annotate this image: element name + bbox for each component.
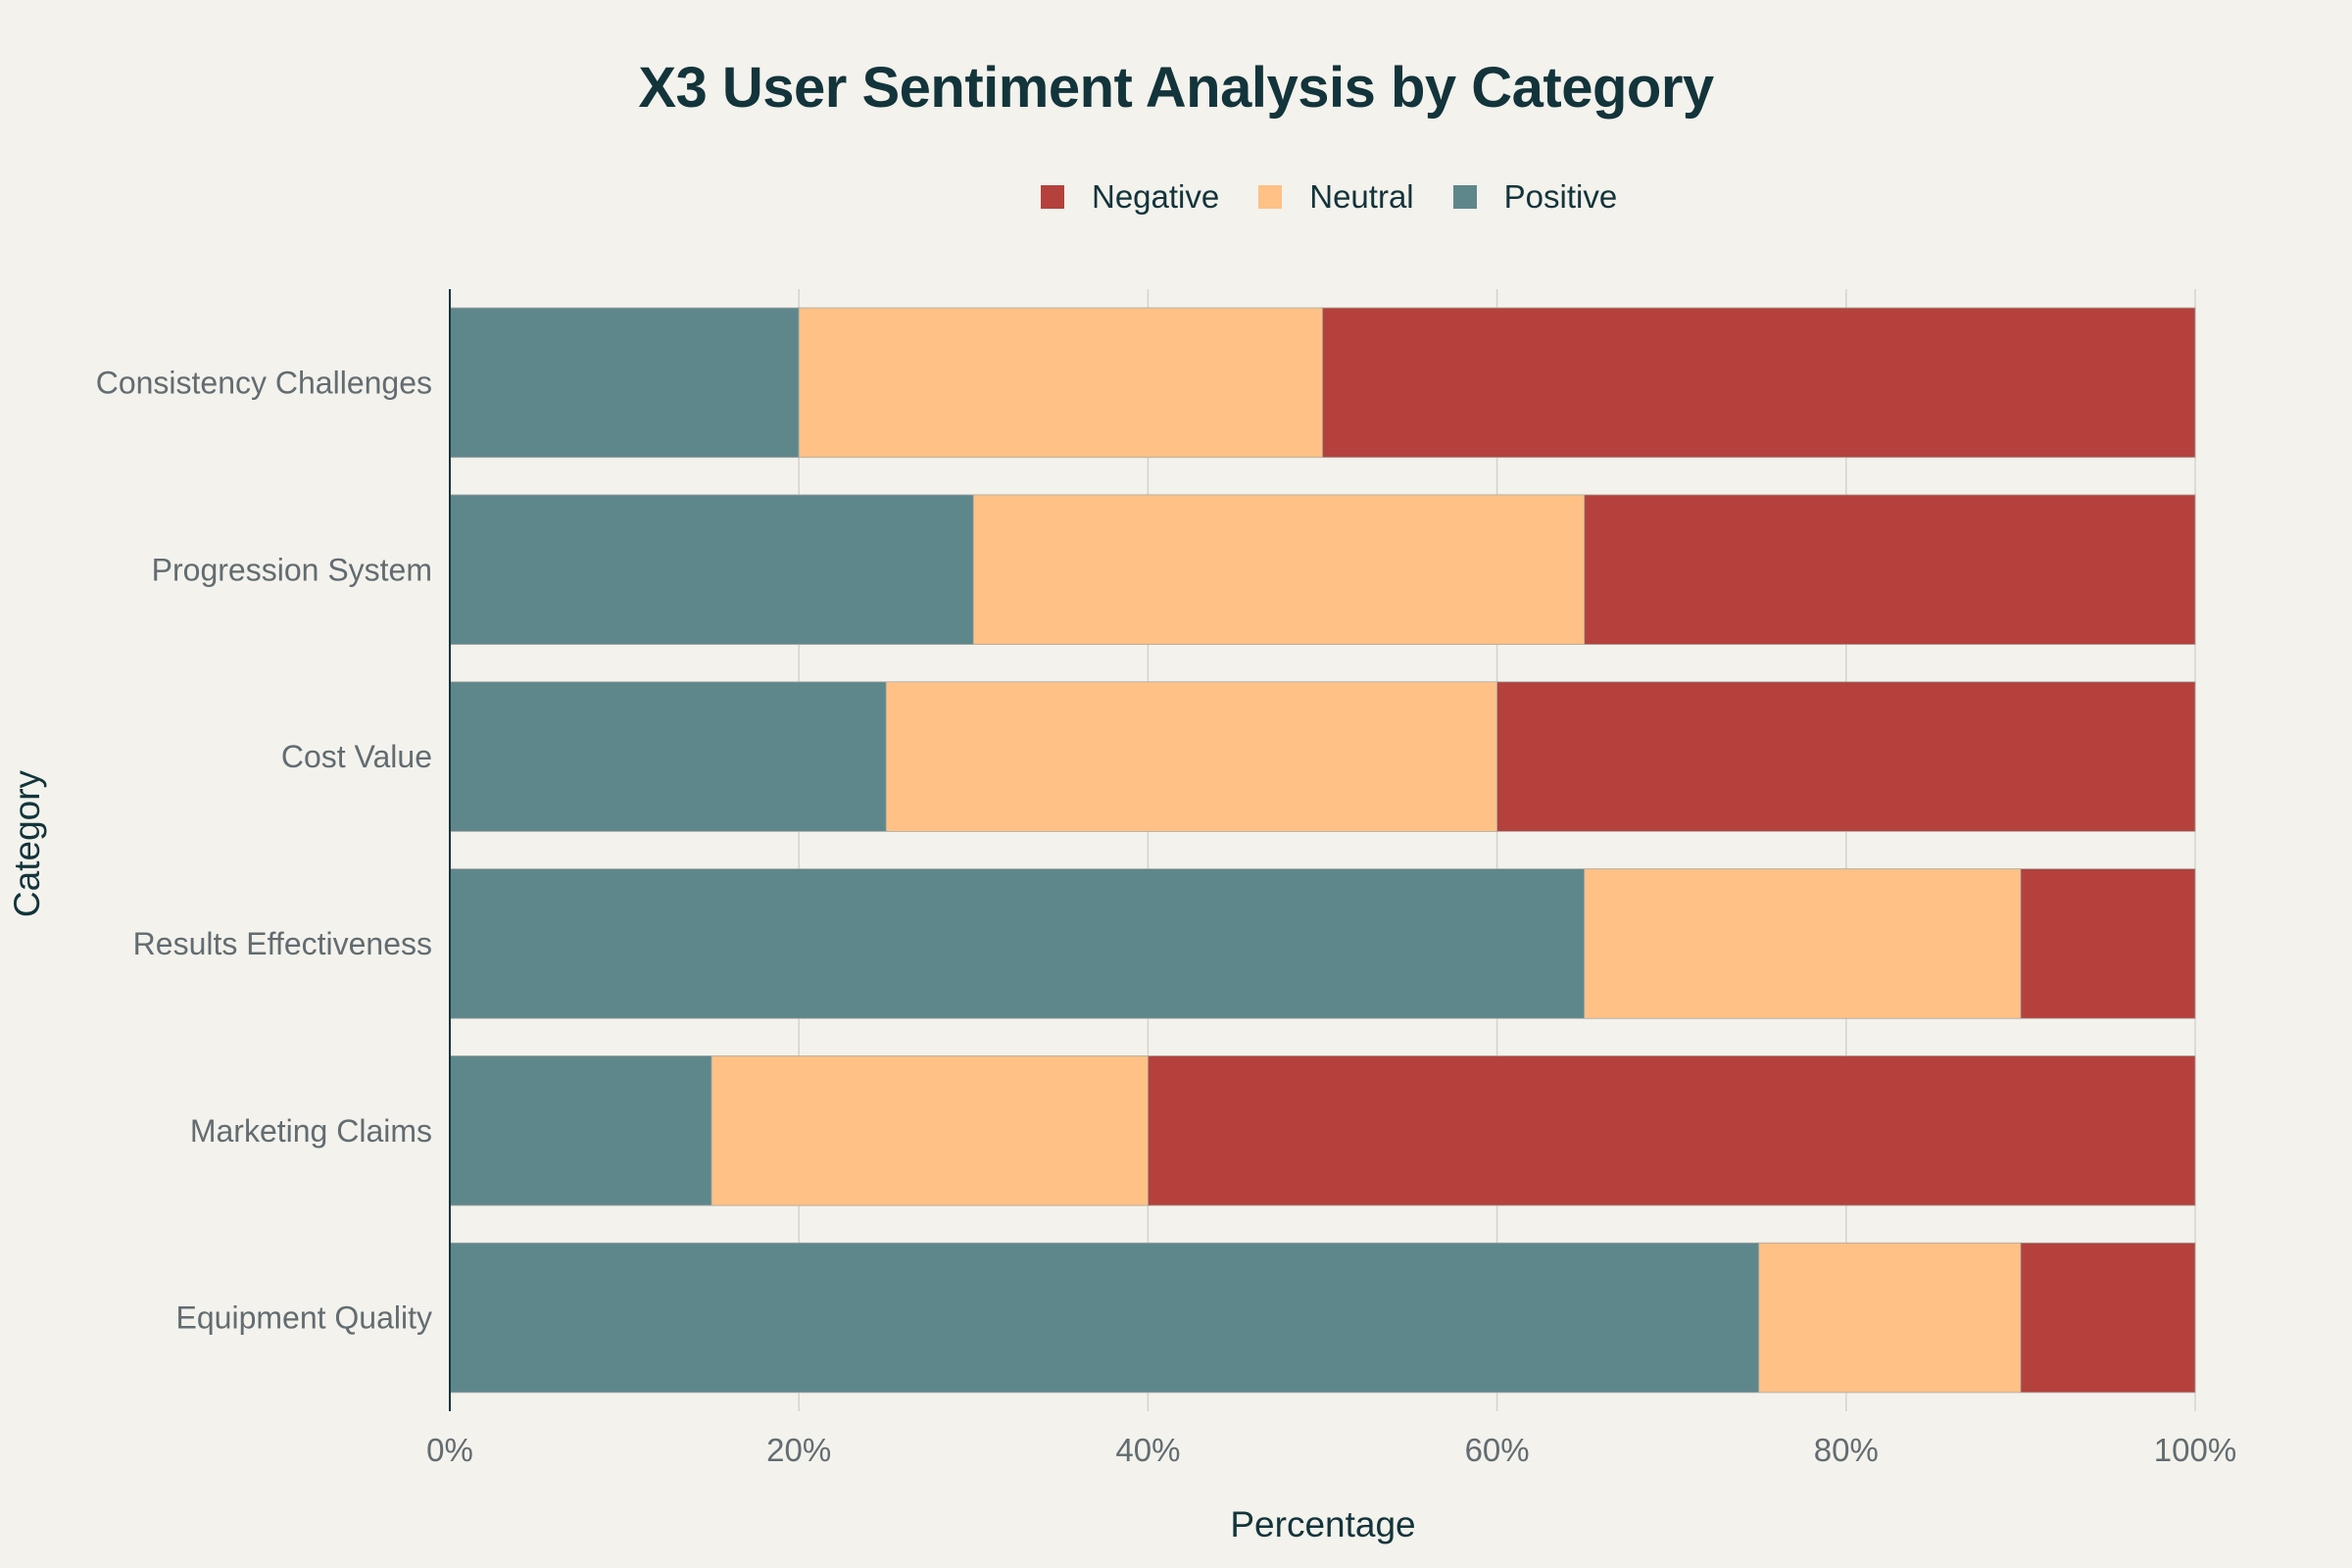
bar-positive[interactable] [449,307,800,459]
bar-negative[interactable] [2020,868,2196,1019]
legend-label-positive: Positive [1503,178,1618,215]
y-tick-label: Consistency Challenges [96,365,432,400]
bar-neutral[interactable] [798,307,1323,459]
bar-positive[interactable] [449,681,887,832]
legend-swatch-neutral [1258,185,1283,209]
chart-legend: Negative Neutral Positive [1041,178,1656,216]
bar-negative[interactable] [1496,681,2196,832]
x-tick-label: 80% [1814,1432,1879,1468]
bar-positive[interactable] [449,1055,712,1206]
bar-neutral[interactable] [710,1055,1149,1206]
x-tick-label: 100% [2154,1432,2236,1468]
legend-item-neutral[interactable]: Neutral [1258,178,1414,216]
bar-negative[interactable] [2020,1242,2196,1394]
y-tick-label: Cost Value [281,739,432,774]
legend-label-neutral: Neutral [1309,178,1414,215]
bar-neutral[interactable] [885,681,1497,832]
x-tick-label: 0% [426,1432,473,1468]
bar-negative[interactable] [1322,307,2196,459]
legend-item-negative[interactable]: Negative [1041,178,1219,216]
x-tick-label: 20% [766,1432,831,1468]
bar-neutral[interactable] [972,494,1586,645]
legend-item-positive[interactable]: Positive [1452,178,1618,216]
bar-negative[interactable] [1148,1055,2196,1206]
y-tick-label: Equipment Quality [176,1300,432,1336]
bar-positive[interactable] [449,1242,1760,1394]
y-axis-title: Category [7,769,47,918]
y-tick-label: Results Effectiveness [133,926,432,961]
x-axis-title: Percentage [1230,1504,1416,1544]
legend-swatch-positive [1452,185,1477,209]
y-tick-label: Marketing Claims [190,1113,432,1149]
bar-neutral[interactable] [1758,1242,2022,1394]
legend-label-negative: Negative [1092,178,1220,215]
chart-title: X3 User Sentiment Analysis by Category [638,56,1714,120]
bar-negative[interactable] [1584,494,2196,645]
bar-neutral[interactable] [1584,868,2022,1019]
x-tick-label: 60% [1465,1432,1530,1468]
legend-swatch-negative [1041,185,1064,209]
y-tick-label: Progression System [152,552,432,587]
bar-positive[interactable] [449,868,1586,1019]
bar-positive[interactable] [449,494,974,645]
x-tick-label: 40% [1115,1432,1180,1468]
